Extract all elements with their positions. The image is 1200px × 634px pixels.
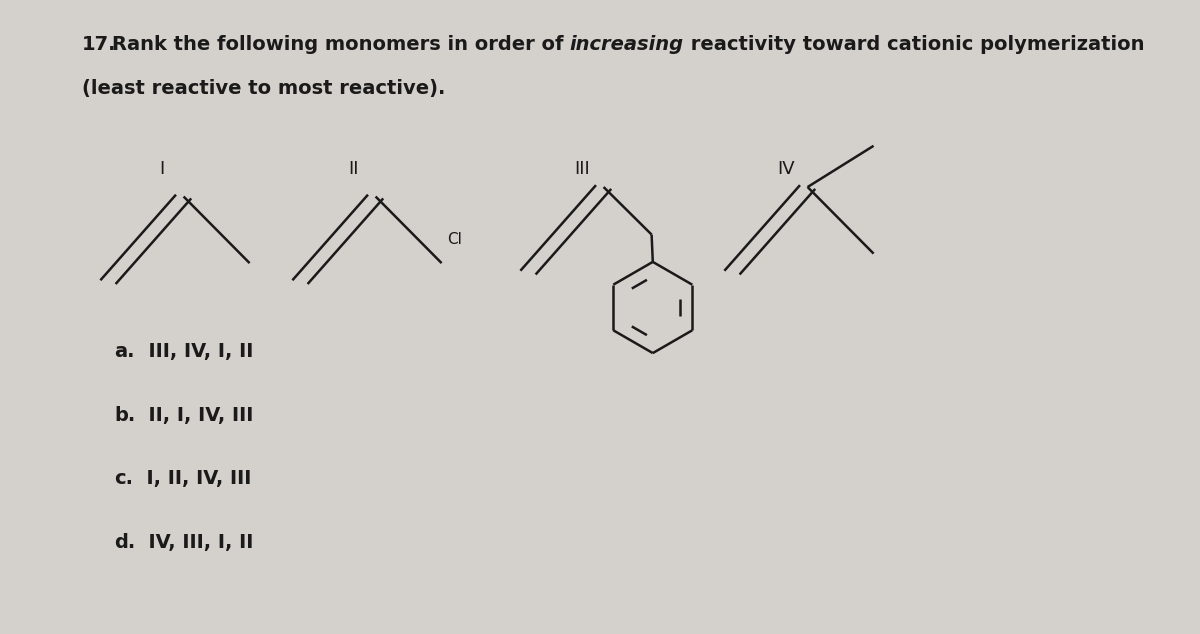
Text: increasing: increasing — [570, 35, 684, 54]
Text: IV: IV — [778, 160, 794, 178]
Text: 17.: 17. — [82, 35, 116, 54]
Text: reactivity toward: reactivity toward — [684, 35, 887, 54]
Text: IV, III, I, II: IV, III, I, II — [136, 533, 253, 552]
Text: Cl: Cl — [448, 232, 462, 247]
Text: III, IV, I, II: III, IV, I, II — [134, 342, 253, 361]
Text: c.: c. — [114, 469, 133, 488]
Text: b.: b. — [114, 406, 136, 425]
Text: d.: d. — [114, 533, 136, 552]
Text: I: I — [160, 160, 164, 178]
Text: (least reactive to most reactive).: (least reactive to most reactive). — [82, 79, 445, 98]
Text: III: III — [574, 160, 590, 178]
Text: II, I, IV, III: II, I, IV, III — [136, 406, 253, 425]
Text: II: II — [349, 160, 359, 178]
Text: a.: a. — [114, 342, 134, 361]
Text: Rank the following monomers in order of: Rank the following monomers in order of — [112, 35, 570, 54]
Text: I, II, IV, III: I, II, IV, III — [133, 469, 251, 488]
Text: cationic polymerization: cationic polymerization — [887, 35, 1145, 54]
